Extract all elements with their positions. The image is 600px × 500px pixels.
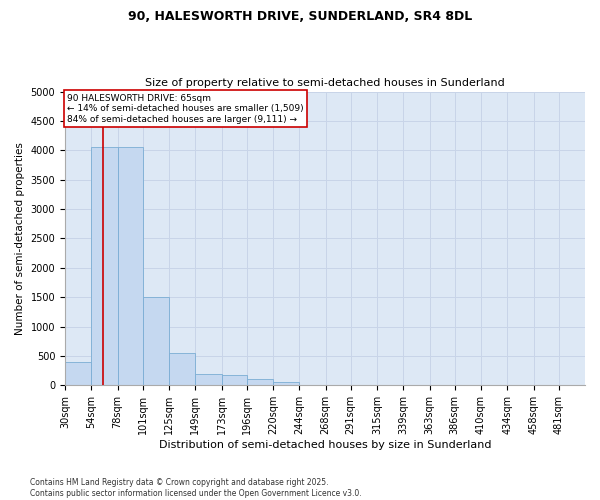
X-axis label: Distribution of semi-detached houses by size in Sunderland: Distribution of semi-detached houses by … bbox=[159, 440, 491, 450]
Bar bbox=[143, 297, 169, 386]
Bar bbox=[221, 375, 247, 386]
Bar bbox=[169, 353, 195, 386]
Text: 90 HALESWORTH DRIVE: 65sqm
← 14% of semi-detached houses are smaller (1,509)
84%: 90 HALESWORTH DRIVE: 65sqm ← 14% of semi… bbox=[67, 94, 304, 124]
Bar bbox=[247, 379, 273, 386]
Bar bbox=[299, 385, 326, 386]
Y-axis label: Number of semi-detached properties: Number of semi-detached properties bbox=[15, 142, 25, 335]
Bar bbox=[273, 382, 299, 386]
Bar bbox=[195, 374, 221, 386]
Bar bbox=[118, 148, 143, 386]
Bar bbox=[65, 362, 91, 386]
Text: 90, HALESWORTH DRIVE, SUNDERLAND, SR4 8DL: 90, HALESWORTH DRIVE, SUNDERLAND, SR4 8D… bbox=[128, 10, 472, 23]
Bar bbox=[91, 148, 118, 386]
Text: Contains HM Land Registry data © Crown copyright and database right 2025.
Contai: Contains HM Land Registry data © Crown c… bbox=[30, 478, 362, 498]
Title: Size of property relative to semi-detached houses in Sunderland: Size of property relative to semi-detach… bbox=[145, 78, 505, 88]
